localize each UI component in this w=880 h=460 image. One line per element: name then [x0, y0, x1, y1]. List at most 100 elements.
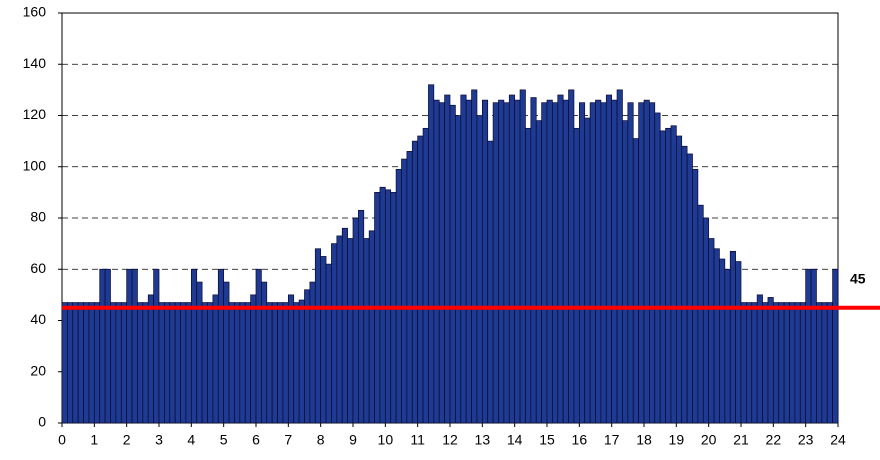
bar [557, 94, 564, 424]
bar [320, 256, 327, 424]
bar [681, 145, 688, 424]
bar [541, 102, 548, 424]
bar [573, 127, 580, 424]
bar [595, 99, 602, 424]
bar [514, 99, 521, 424]
bar [368, 230, 375, 424]
x-tick-label: 23 [798, 432, 814, 448]
bar [72, 302, 79, 424]
bar [411, 140, 419, 424]
bar [158, 302, 165, 424]
reference-label: 45 [850, 270, 866, 286]
bar [358, 209, 365, 424]
bar [552, 102, 559, 424]
bar [153, 268, 160, 424]
bar [212, 294, 219, 424]
bar [67, 302, 74, 424]
x-tick-label: 17 [604, 432, 620, 448]
bar [605, 94, 613, 424]
bar [293, 302, 300, 424]
bar [562, 99, 569, 424]
x-tick-label: 6 [252, 432, 260, 448]
bar [77, 302, 84, 424]
y-tick-label: 100 [23, 157, 47, 173]
bar [708, 238, 715, 424]
bar [654, 112, 661, 424]
bar [589, 102, 596, 424]
bar [816, 302, 823, 424]
bar [201, 302, 208, 424]
x-tick-label: 1 [90, 432, 98, 448]
bar [810, 268, 817, 424]
x-tick-label: 22 [766, 432, 782, 448]
bar [794, 302, 801, 424]
bar [449, 104, 456, 424]
bar [196, 281, 203, 424]
bar [131, 268, 138, 424]
x-tick-label: 4 [187, 432, 195, 448]
bar [675, 135, 683, 424]
bar [401, 158, 408, 424]
bar [568, 89, 575, 424]
x-tick-label: 12 [442, 432, 458, 448]
x-tick-label: 0 [58, 432, 66, 448]
bar [751, 302, 758, 424]
bar [223, 281, 230, 424]
y-tick-label: 120 [23, 106, 47, 122]
bar [217, 268, 225, 424]
y-tick-label: 60 [30, 260, 46, 276]
bar [417, 135, 424, 424]
bar [438, 102, 445, 424]
bar [611, 99, 618, 424]
bar [304, 289, 311, 424]
bar [584, 117, 591, 424]
bar [535, 120, 542, 424]
bar [735, 261, 742, 424]
bar [244, 302, 251, 424]
x-tick-label: 19 [669, 432, 685, 448]
x-tick-label: 11 [410, 432, 425, 448]
bar [756, 294, 763, 424]
bar [325, 263, 332, 424]
bar [649, 102, 656, 424]
x-tick-label: 15 [539, 432, 555, 448]
bar [643, 99, 650, 424]
bar [713, 248, 720, 424]
x-tick-label: 3 [155, 432, 163, 448]
bar [271, 302, 278, 424]
bar [336, 235, 343, 424]
bar [546, 99, 553, 424]
bar [832, 268, 839, 424]
x-tick-label: 8 [317, 432, 325, 448]
bar [147, 294, 154, 424]
bar [746, 302, 753, 424]
bar [767, 297, 774, 424]
x-tick-label: 7 [284, 432, 292, 448]
bar [331, 243, 338, 424]
bar [805, 268, 812, 424]
bar [239, 302, 246, 424]
bar [261, 281, 268, 424]
bar [622, 120, 629, 424]
bar [190, 268, 198, 424]
bar [104, 268, 111, 424]
bar [724, 268, 731, 424]
bar [772, 302, 780, 424]
bar [702, 217, 710, 424]
bar [266, 302, 273, 424]
bar [169, 302, 176, 424]
x-tick-label: 2 [123, 432, 131, 448]
bar [692, 168, 699, 424]
bar [697, 204, 704, 424]
bar [616, 89, 623, 424]
bar [282, 302, 289, 424]
bar [627, 102, 634, 424]
bar [433, 99, 440, 424]
y-tick-label: 40 [30, 311, 46, 327]
bar [578, 102, 586, 424]
x-tick-label: 9 [349, 432, 357, 448]
x-tick-label: 13 [475, 432, 491, 448]
bar [277, 302, 284, 424]
bar [314, 248, 322, 424]
